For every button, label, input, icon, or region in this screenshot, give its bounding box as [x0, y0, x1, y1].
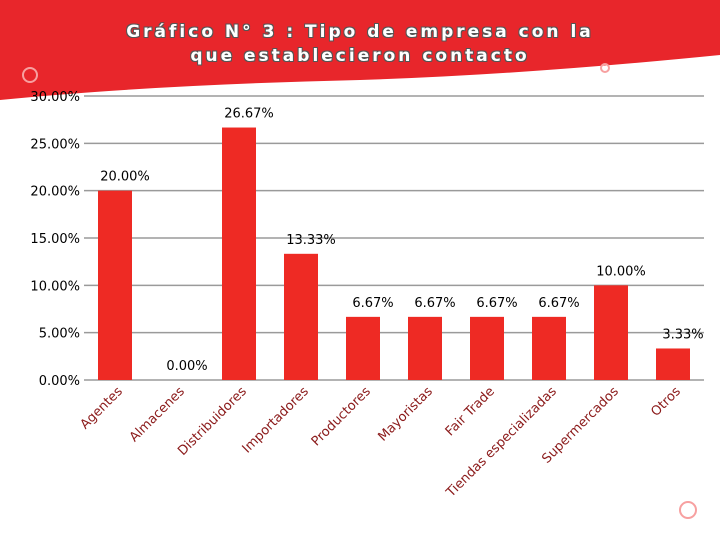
x-tick-label: Fair Trade: [443, 384, 498, 439]
bar: [222, 127, 256, 380]
bar: [346, 316, 380, 380]
value-label: 20.00%: [100, 170, 150, 185]
value-label: 0.00%: [166, 359, 207, 374]
decoration: [679, 501, 697, 519]
x-tick-label: Productores: [309, 384, 374, 449]
x-tick-label: Mayoristas: [375, 384, 436, 445]
bar: [594, 285, 628, 380]
y-tick-label: 25.00%: [30, 137, 80, 152]
value-label: 6.67%: [352, 296, 393, 311]
y-tick-label: 20.00%: [30, 185, 80, 200]
bar: [532, 316, 566, 380]
y-tick-label: 5.00%: [39, 327, 80, 342]
decoration: [600, 63, 610, 73]
value-label: 10.00%: [596, 264, 646, 279]
value-label: 6.67%: [476, 296, 517, 311]
y-tick-label: 15.00%: [30, 232, 80, 247]
plot: 0.00% 5.00% 10.00% 15.00% 20.00% 25.00% 30.00%…: [30, 90, 704, 501]
x-tick-label: Otros: [648, 384, 684, 420]
decoration: [22, 67, 38, 83]
value-label: 6.67%: [538, 296, 579, 311]
y-tick-label: 10.00%: [30, 279, 80, 294]
value-label: 6.67%: [414, 296, 455, 311]
bar: [470, 316, 504, 380]
x-tick-label: Almacenes: [127, 384, 188, 445]
value-label: 3.33%: [662, 327, 703, 342]
x-tick-label: Importadores: [240, 384, 312, 456]
bar: [656, 348, 690, 380]
y-tick-label: 30.00%: [30, 90, 80, 105]
value-label: 26.67%: [224, 107, 274, 122]
x-tick-label: Tiendas especializadas: [443, 384, 560, 501]
chart-title: Gráfico N° 3 : Tipo de empresa con la qu…: [126, 22, 594, 66]
banner: [0, 0, 720, 100]
x-tick-label: Agentes: [78, 384, 126, 432]
y-tick-label: 0.00%: [39, 374, 80, 389]
bar: [408, 316, 442, 380]
bar: [98, 190, 132, 380]
bar: [284, 253, 318, 380]
value-label: 13.33%: [286, 233, 336, 248]
